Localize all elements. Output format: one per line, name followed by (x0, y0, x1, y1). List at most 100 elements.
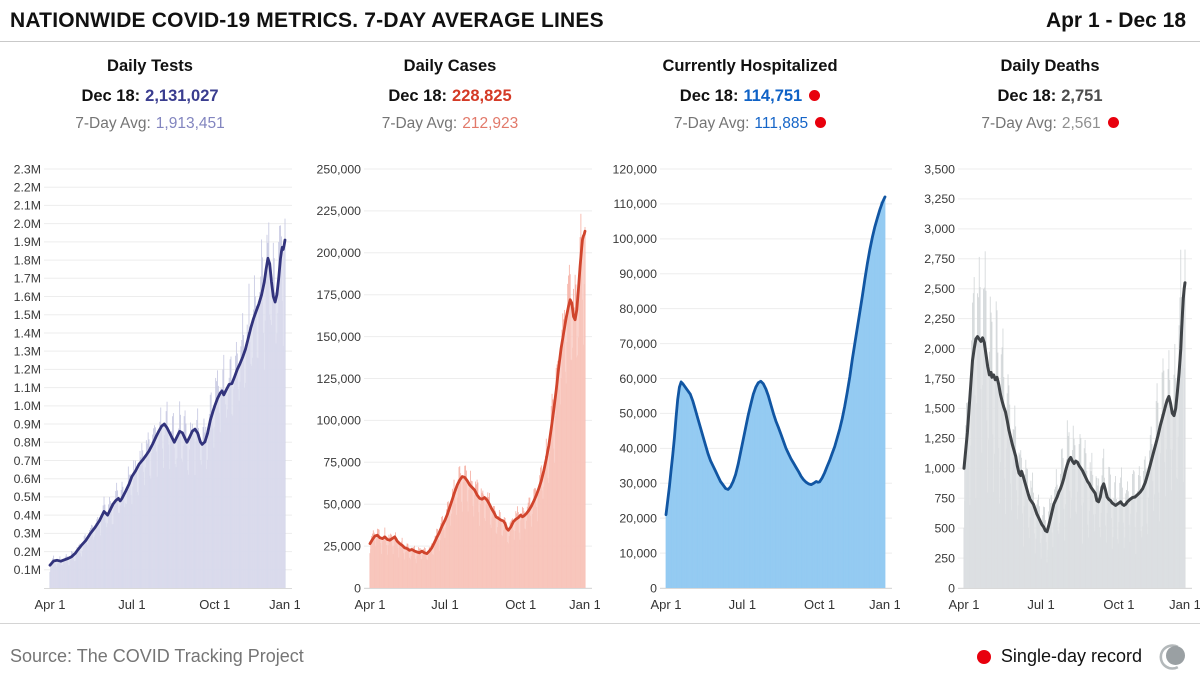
stat-latest: Dec 18: 2,131,027 (0, 87, 300, 106)
svg-text:70,000: 70,000 (619, 337, 657, 351)
svg-text:1.9M: 1.9M (14, 235, 41, 249)
svg-text:0.5M: 0.5M (14, 490, 41, 504)
stat-average: 7-Day Avg: 111,885 (600, 115, 900, 133)
charts-row: 0.1M 0.2M 0.3M 0.4M 0.5M 0.6M 0.7M 0.8M 0.9M 1.0M… (0, 148, 1200, 623)
record-dot (809, 90, 821, 101)
stat-average: 7-Day Avg: 1,913,451 (0, 115, 300, 133)
stat-latest-value: 2,131,027 (145, 87, 219, 105)
svg-text:110,000: 110,000 (613, 197, 657, 211)
stat-latest: Dec 18: 2,751 (900, 87, 1200, 106)
chart-currently-hospitalized: 0 10,000 20,000 30,000 40,000 50,000 60,000 70,… (613, 162, 900, 612)
stat-avg-label: 7-Day Avg: (381, 115, 458, 132)
stat-latest-value: 228,825 (452, 87, 512, 105)
svg-text:2,250: 2,250 (924, 312, 955, 326)
stat-avg-value: 1,913,451 (155, 115, 225, 132)
stat-title: Currently Hospitalized (662, 57, 838, 75)
svg-text:150,000: 150,000 (317, 330, 362, 344)
svg-text:Oct 1: Oct 1 (505, 597, 536, 612)
svg-text:0.9M: 0.9M (14, 417, 41, 431)
stat-date-label: Dec 18: (679, 87, 739, 105)
svg-text:Oct 1: Oct 1 (1103, 597, 1134, 612)
svg-text:20,000: 20,000 (619, 511, 657, 525)
svg-text:1.1M: 1.1M (14, 381, 41, 395)
record-dot (1107, 117, 1119, 128)
svg-text:50,000: 50,000 (323, 498, 361, 512)
stat-avg-value: 212,923 (462, 115, 519, 132)
record-legend-label: Single-day record (1000, 646, 1142, 666)
svg-text:1.2M: 1.2M (14, 363, 41, 377)
svg-text:0.6M: 0.6M (14, 472, 41, 486)
stat-latest-value: 2,751 (1061, 87, 1103, 105)
svg-text:500: 500 (934, 521, 955, 535)
svg-text:1.0M: 1.0M (14, 399, 41, 413)
stat-daily-deaths: Daily Deaths Dec 18: 2,751 7-Day Avg: 2,56… (900, 42, 1200, 148)
footer-bar: Source: The COVID Tracking Project Singl… (0, 623, 1200, 689)
svg-text:1,750: 1,750 (924, 372, 955, 386)
svg-text:1.4M: 1.4M (14, 326, 41, 340)
svg-text:2.2M: 2.2M (14, 181, 41, 195)
svg-text:0.7M: 0.7M (14, 454, 41, 468)
svg-text:100,000: 100,000 (317, 414, 362, 428)
svg-text:75,000: 75,000 (323, 456, 361, 470)
svg-text:25,000: 25,000 (323, 539, 361, 553)
svg-text:2.1M: 2.1M (14, 199, 41, 213)
svg-text:1.3M: 1.3M (14, 344, 41, 358)
header-bar: NATIONWIDE COVID-19 METRICS. 7-DAY AVERA… (0, 0, 1200, 42)
svg-text:2,000: 2,000 (924, 342, 955, 356)
svg-text:80,000: 80,000 (619, 302, 657, 316)
stat-date-label: Dec 18: (997, 87, 1057, 105)
svg-text:Jul 1: Jul 1 (118, 597, 145, 612)
svg-text:Oct 1: Oct 1 (804, 597, 835, 612)
chart-daily-cases: 0 25,000 50,000 75,000 100,000 125,000 150,000… (317, 162, 600, 612)
covid-tracking-project-logo-icon (1159, 643, 1185, 670)
svg-text:0: 0 (948, 581, 955, 595)
svg-text:175,000: 175,000 (317, 288, 362, 302)
svg-text:Apr 1: Apr 1 (948, 597, 979, 612)
svg-text:0: 0 (650, 581, 657, 595)
svg-text:40,000: 40,000 (619, 442, 657, 456)
stat-latest: Dec 18: 228,825 (300, 87, 600, 106)
svg-text:0.8M: 0.8M (14, 436, 41, 450)
svg-text:Jul 1: Jul 1 (729, 597, 756, 612)
svg-text:3,500: 3,500 (924, 162, 955, 176)
stat-date-label: Dec 18: (388, 87, 448, 105)
stat-avg-label: 7-Day Avg: (75, 115, 151, 132)
stat-title: Daily Tests (107, 57, 193, 75)
stat-avg-label: 7-Day Avg: (673, 115, 750, 132)
svg-text:3,250: 3,250 (924, 192, 955, 206)
svg-text:0.4M: 0.4M (14, 508, 41, 522)
svg-text:250,000: 250,000 (317, 162, 362, 176)
svg-text:Jan 1: Jan 1 (1169, 597, 1200, 612)
stat-daily-cases: Daily Cases Dec 18: 228,825 7-Day Avg: 212… (300, 42, 600, 148)
stat-title: Daily Cases (403, 57, 497, 75)
chart-daily-tests: 0.1M 0.2M 0.3M 0.4M 0.5M 0.6M 0.7M 0.8M 0.9M 1.0M… (14, 162, 300, 612)
svg-text:1.6M: 1.6M (14, 290, 41, 304)
date-range: Apr 1 - Dec 18 (1045, 8, 1186, 32)
stat-latest: Dec 18: 114,751 (600, 87, 900, 106)
record-legend: Single-day record (976, 642, 1188, 672)
svg-text:Apr 1: Apr 1 (354, 597, 385, 612)
svg-text:0: 0 (354, 581, 361, 595)
svg-text:1.7M: 1.7M (14, 272, 41, 286)
svg-text:Apr 1: Apr 1 (650, 597, 681, 612)
svg-text:250: 250 (934, 551, 955, 565)
stat-date-label: Dec 18: (81, 87, 141, 105)
svg-text:1,500: 1,500 (924, 402, 955, 416)
svg-text:Jan 1: Jan 1 (569, 597, 600, 612)
record-dot-icon (976, 649, 991, 664)
svg-text:120,000: 120,000 (613, 162, 658, 176)
record-dot (815, 117, 827, 128)
svg-text:1.8M: 1.8M (14, 253, 41, 267)
svg-text:125,000: 125,000 (317, 372, 362, 386)
svg-text:2.3M: 2.3M (14, 162, 41, 176)
stat-currently-hospitalized: Currently Hospitalized Dec 18: 114,751 7-… (600, 42, 900, 148)
svg-text:0.3M: 0.3M (14, 527, 41, 541)
svg-text:10,000: 10,000 (619, 546, 657, 560)
svg-text:100,000: 100,000 (613, 232, 658, 246)
svg-text:1,000: 1,000 (924, 462, 955, 476)
svg-text:1.5M: 1.5M (14, 308, 41, 322)
svg-text:Apr 1: Apr 1 (34, 597, 65, 612)
svg-text:225,000: 225,000 (317, 204, 362, 218)
svg-text:2,500: 2,500 (924, 282, 955, 296)
stat-title: Daily Deaths (1000, 57, 1100, 75)
